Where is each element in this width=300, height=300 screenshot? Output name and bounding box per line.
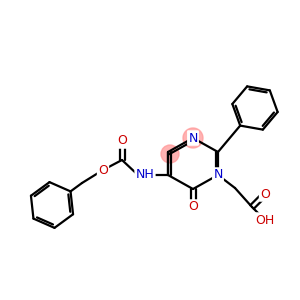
- Text: O: O: [188, 200, 198, 214]
- Text: N: N: [188, 131, 198, 145]
- Text: OH: OH: [255, 214, 274, 226]
- Text: N: N: [213, 169, 223, 182]
- Text: O: O: [98, 164, 108, 176]
- Text: NH: NH: [136, 169, 154, 182]
- Text: O: O: [260, 188, 270, 200]
- Text: O: O: [117, 134, 127, 148]
- Circle shape: [183, 128, 203, 148]
- Circle shape: [161, 145, 179, 163]
